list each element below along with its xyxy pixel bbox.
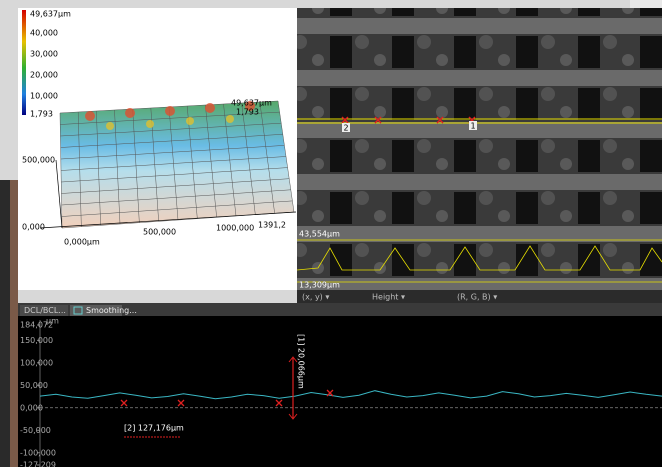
origin-label: 0,000µm [64, 238, 100, 247]
x-axis-label: 1391,2 [258, 221, 286, 230]
y-tick-label: -50,000 [20, 426, 51, 435]
profile-min-label: 13,309µm [299, 281, 340, 290]
window-edge [630, 0, 662, 8]
y-tick-label: 150,000 [20, 336, 53, 345]
marker-label: 1 [470, 122, 475, 131]
scale-label: 30,000 [30, 50, 58, 59]
y-tick-label: 0,000 [20, 403, 43, 412]
scale-label: 10,000 [30, 92, 58, 101]
status-item[interactable]: (R, G, B) ▾ [457, 293, 497, 302]
status-item[interactable]: (x, y) ▾ [302, 293, 329, 302]
x-axis-label: 500,000 [143, 228, 176, 237]
y-tick-label: -100,000 [20, 448, 56, 457]
min-label: 1,793 [236, 108, 259, 117]
y-axis-label: 500,000 [22, 156, 55, 165]
tab-label[interactable]: DCL/BCL... [24, 306, 66, 315]
status-item[interactable]: Height ▾ [372, 293, 405, 302]
page: 49,637µm 40,000 30,000 20,000 10,000 1,7… [0, 0, 662, 467]
photo-edge [0, 180, 10, 467]
y-tick-label: 50,000 [20, 381, 48, 390]
y-tick-label: 184,072 [20, 321, 53, 330]
tab-label[interactable]: Smoothing... [86, 306, 137, 315]
image-view [297, 8, 662, 290]
profile-chart [18, 316, 662, 467]
y-tick-label: 100,000 [20, 358, 53, 367]
x-axis-label: 1000,000 [216, 224, 254, 233]
height-annotation: [1] 20,066µm [297, 334, 306, 389]
y-axis-label: 0,000 [22, 223, 45, 232]
y-tick-label: -127,209 [20, 461, 56, 467]
scale-label: 1,793 [30, 110, 53, 119]
profile-max-label: 43,554µm [299, 230, 340, 239]
color-bar [22, 10, 26, 115]
screen: 49,637µm 40,000 30,000 20,000 10,000 1,7… [0, 0, 662, 467]
width-annotation: [2] 127,176µm [124, 424, 184, 433]
max-label: 49,637µm [231, 99, 272, 108]
marker-label: 2 [343, 124, 348, 133]
scale-label: 40,000 [30, 29, 58, 38]
scale-label: 20,000 [30, 71, 58, 80]
scale-label: 49,637µm [30, 10, 71, 19]
